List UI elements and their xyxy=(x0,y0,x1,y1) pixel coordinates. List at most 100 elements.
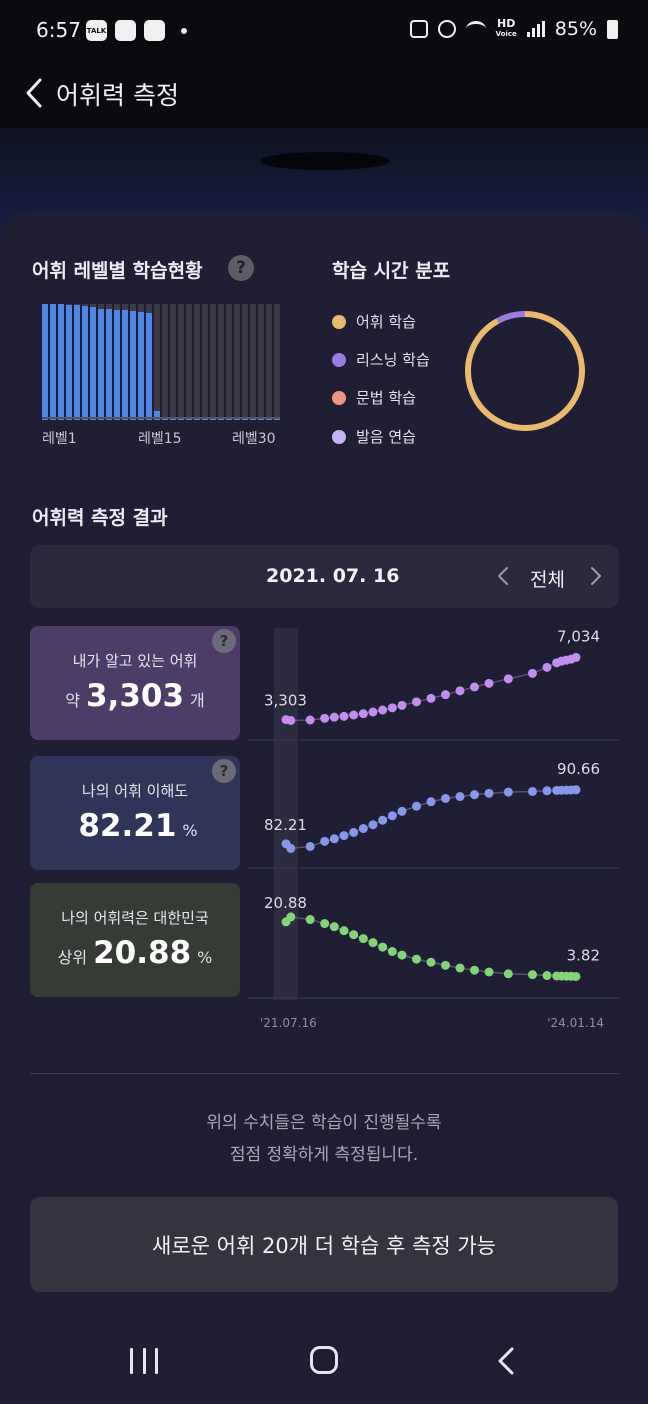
level-bar-fill xyxy=(42,304,49,420)
trend-point xyxy=(387,947,397,957)
level-bar-14 xyxy=(145,304,153,420)
divider xyxy=(30,1073,619,1074)
trend-point xyxy=(470,790,479,800)
trend-point xyxy=(339,831,349,841)
stat-number: 82.21 xyxy=(78,808,177,844)
battery-percent: 85% xyxy=(554,18,597,40)
stat-number: 3,303 xyxy=(85,678,185,714)
trend-point xyxy=(305,715,315,725)
trend-point xyxy=(441,793,450,803)
chevron-left-icon[interactable] xyxy=(495,565,511,587)
chevron-right-icon[interactable] xyxy=(588,565,604,587)
trend-point xyxy=(320,919,330,929)
trend-point xyxy=(528,970,537,980)
level-bar-2 xyxy=(49,304,57,420)
trend-point xyxy=(484,967,494,977)
trend-point xyxy=(339,926,349,936)
level-bar-fill xyxy=(249,419,257,420)
level-bar-fill xyxy=(217,419,225,420)
level-bar-fill xyxy=(201,418,209,420)
time-donut-chart xyxy=(465,311,585,431)
stat-comprehension-label: 나의 어휘 이해도 xyxy=(81,782,189,800)
trend-point xyxy=(397,950,407,960)
trend-point xyxy=(387,703,397,713)
date-selector: 2021. 07. 16 전체 xyxy=(30,545,619,608)
stat-number: 20.88 xyxy=(93,935,192,971)
measure-button[interactable]: 새로운 어휘 20개 더 학습 후 측정 가능 xyxy=(30,1197,618,1292)
selected-date-highlight xyxy=(274,628,298,1000)
status-right: HD Voice 85% xyxy=(409,18,618,40)
range-label[interactable]: 전체 xyxy=(530,569,565,591)
trend-point xyxy=(542,786,552,796)
back-arrow-icon[interactable] xyxy=(22,76,48,110)
level-help-icon[interactable]: ? xyxy=(228,255,254,281)
level-bar-fill xyxy=(145,313,153,420)
trend-point xyxy=(349,930,359,940)
trend-point xyxy=(358,934,368,944)
level-bar-21 xyxy=(201,304,209,420)
level-bar-1 xyxy=(42,304,49,420)
trend-point xyxy=(358,824,368,834)
trend-point xyxy=(378,815,388,825)
level-bar-fill xyxy=(233,419,241,420)
donut-slice-1 xyxy=(465,311,585,431)
donut-slice-0 xyxy=(465,311,585,431)
level-bar-fill xyxy=(137,312,145,420)
trend-point xyxy=(286,912,296,922)
stat-comprehension-value: 82.21% xyxy=(30,808,240,844)
level-bar-fill xyxy=(257,419,265,420)
trend-point xyxy=(368,820,378,830)
trend-point xyxy=(320,713,330,723)
level-bar-fill xyxy=(265,419,272,420)
legend-pronunciation-swatch xyxy=(332,429,346,444)
legend-listening-swatch xyxy=(332,352,346,367)
level-bar-24 xyxy=(225,304,233,420)
legend-pronunciation-label: 발음 연습 xyxy=(356,428,416,446)
stat-ranking-value: 상위 20.88% xyxy=(30,935,240,971)
stat-suffix: 개 xyxy=(190,691,205,710)
level-bar-12 xyxy=(129,304,137,420)
trend-point xyxy=(329,712,339,722)
signal-icon xyxy=(526,21,545,37)
stat-known-words-label: 내가 알고 있는 어휘 xyxy=(72,652,198,670)
level-bar-5 xyxy=(73,304,81,420)
status-bar: 6:57 TALK HD Voice 85% xyxy=(0,0,648,62)
level-label-15: 레벨15 xyxy=(138,431,182,447)
level-bar-fill xyxy=(89,307,97,420)
known-words-help-icon[interactable]: ? xyxy=(212,629,236,653)
level-label-1: 레벨1 xyxy=(42,431,77,447)
page-title: 어휘력 측정 xyxy=(56,81,179,110)
legend-listening: 리스닝 학습 xyxy=(332,349,472,370)
trend-point xyxy=(349,827,359,837)
gallery-icon xyxy=(115,20,136,41)
recycle-icon xyxy=(409,20,428,38)
wifi-icon xyxy=(465,21,486,37)
level-bar-25 xyxy=(233,304,241,420)
level-bar-29 xyxy=(265,304,272,420)
stat-prefix: 상위 xyxy=(57,948,88,967)
trend-point xyxy=(426,693,436,703)
trend-point xyxy=(339,711,349,721)
level-bar-fill xyxy=(97,308,105,420)
trend-point xyxy=(542,971,552,981)
level-bar-17 xyxy=(169,304,177,420)
note-line-2: 점점 정확하게 측정됩니다. xyxy=(229,1145,419,1165)
trend-point xyxy=(503,787,513,797)
stat-suffix: % xyxy=(182,821,198,840)
selected-date: 2021. 07. 16 xyxy=(266,565,400,587)
home-icon[interactable] xyxy=(310,1346,338,1374)
level-bar-13 xyxy=(137,304,145,420)
legend-grammar-swatch xyxy=(332,390,346,405)
more-notifications-icon xyxy=(181,27,187,34)
level-bar-30 xyxy=(273,304,280,420)
recent-apps-icon[interactable] xyxy=(130,1348,158,1374)
battery-icon xyxy=(607,19,618,39)
trend-point xyxy=(484,788,494,798)
level-bar-15 xyxy=(153,304,161,420)
trend-point xyxy=(571,652,581,662)
level-label-30: 레벨30 xyxy=(232,431,276,447)
comprehension-help-icon[interactable]: ? xyxy=(212,759,236,783)
trend-point xyxy=(470,965,479,975)
note-line-1: 위의 수치들은 학습이 진행될수록 xyxy=(206,1113,442,1133)
nav-back-icon[interactable] xyxy=(496,1346,516,1376)
